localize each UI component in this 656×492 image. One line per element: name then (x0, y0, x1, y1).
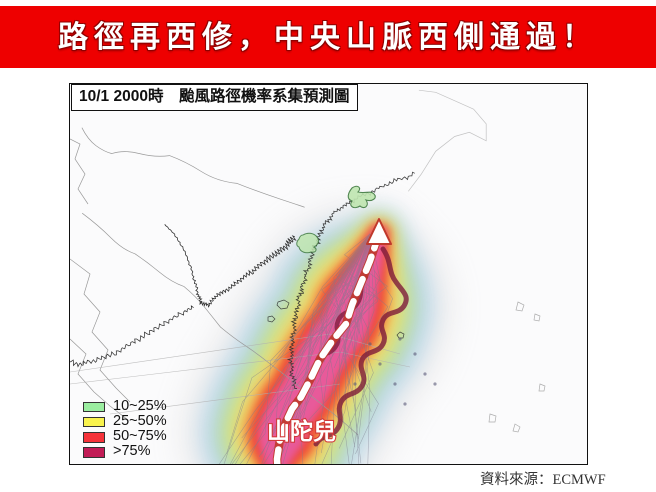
svg-text:山陀兒: 山陀兒 (267, 418, 336, 444)
